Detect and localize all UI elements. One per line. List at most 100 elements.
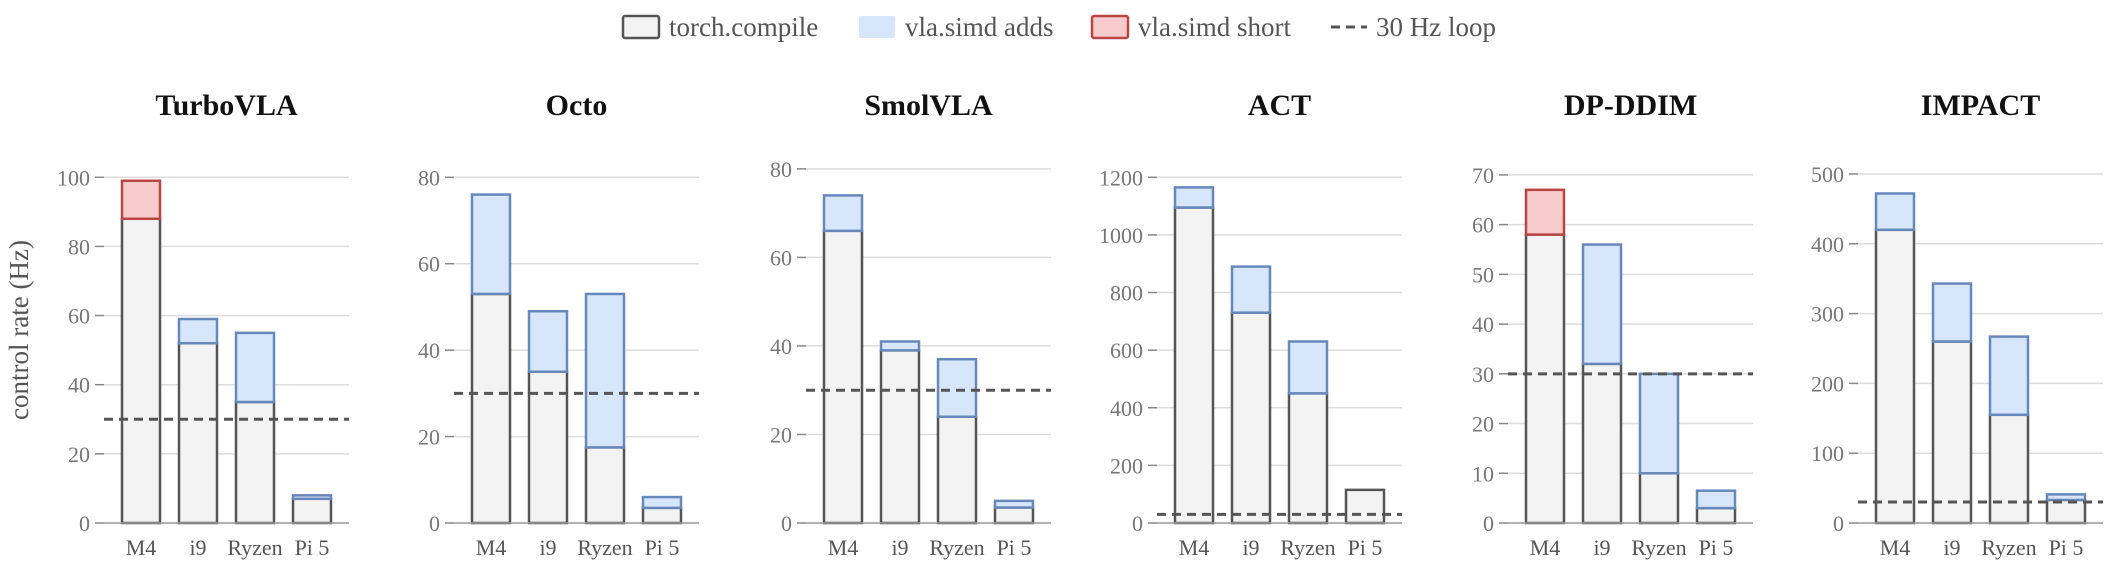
- y-tick-label: 20: [770, 422, 792, 447]
- y-tick-label: 0: [1833, 511, 1844, 536]
- y-tick-label: 40: [418, 338, 440, 363]
- y-tick-label: 0: [79, 511, 90, 536]
- bar-torch-compile: [1931, 340, 1973, 525]
- bar-vla-simd-short: [1524, 188, 1566, 236]
- legend-swatch-adds: [859, 16, 895, 38]
- bar-torch-compile: [291, 497, 333, 525]
- y-tick-label: 0: [1132, 511, 1143, 536]
- y-tick-label: 40: [1472, 312, 1494, 337]
- y-tick-label: 800: [1110, 281, 1143, 306]
- legend-label-loop: 30 Hz loop: [1376, 12, 1496, 42]
- y-tick-label: 80: [770, 157, 792, 182]
- y-tick-label: 600: [1110, 338, 1143, 363]
- bar-vla-simd-adds: [291, 494, 333, 501]
- bar-vla-simd-adds: [1230, 265, 1272, 314]
- x-tick-label: M4: [476, 535, 507, 560]
- bar-vla-simd-short: [120, 179, 162, 221]
- bar-torch-compile: [470, 292, 512, 525]
- x-tick-label: i9: [891, 535, 908, 560]
- panel-title: Octo: [546, 89, 608, 122]
- x-tick-label: Pi 5: [295, 535, 330, 560]
- panel-title: TurboVLA: [155, 89, 298, 122]
- x-tick-label: i9: [1943, 535, 1960, 560]
- legend-swatch-short: [1090, 14, 1130, 40]
- x-tick-label: i9: [1593, 535, 1610, 560]
- x-tick-label: Pi 5: [997, 535, 1032, 560]
- y-tick-label: 200: [1110, 453, 1143, 478]
- x-tick-label: Ryzen: [227, 535, 282, 560]
- x-tick-label: Ryzen: [577, 535, 632, 560]
- x-tick-label: M4: [828, 535, 859, 560]
- x-tick-label: M4: [126, 535, 157, 560]
- y-tick-label: 60: [770, 245, 792, 270]
- y-tick-label: 500: [1811, 162, 1844, 187]
- panel-smolvla: SmolVLA 0 20 40 60 80 M4 i9 Ryzen Pi 5: [770, 89, 1051, 560]
- bar-vla-simd-adds: [527, 310, 569, 373]
- bar-torch-compile: [1581, 362, 1623, 525]
- legend-swatch-base: [621, 14, 661, 40]
- panel-act: ACT 0 200 400 600 800 1000 1200 M4 i9 Ryzen Pi 5: [1099, 89, 1402, 560]
- x-tick-label: i9: [539, 535, 556, 560]
- bar-torch-compile: [2045, 498, 2087, 525]
- y-tick-label: 30: [1472, 362, 1494, 387]
- bar-torch-compile: [1230, 311, 1272, 525]
- chart-panels: TurboVLA 0 20 40 60 80 100 M4 i9 Ryzen Pi 5 Octo 0 20…: [57, 89, 2103, 560]
- panel-title: SmolVLA: [864, 89, 993, 122]
- y-tick-label: 40: [68, 373, 90, 398]
- bar-torch-compile: [1695, 506, 1737, 525]
- y-tick-label: 200: [1811, 371, 1844, 396]
- bar-vla-simd-adds: [177, 317, 219, 345]
- y-tick-label: 1200: [1099, 165, 1143, 190]
- x-tick-label: Ryzen: [1631, 535, 1686, 560]
- bar-torch-compile: [822, 229, 864, 525]
- bar-torch-compile: [1524, 233, 1566, 525]
- y-tick-label: 20: [68, 442, 90, 467]
- bar-vla-simd-adds: [1581, 243, 1623, 366]
- y-tick-label: 70: [1472, 163, 1494, 188]
- y-tick-label: 100: [1811, 441, 1844, 466]
- bar-torch-compile: [641, 506, 683, 525]
- bar-torch-compile: [1287, 392, 1329, 525]
- bar-torch-compile: [234, 400, 276, 525]
- bar-vla-simd-adds: [1695, 489, 1737, 510]
- y-tick-label: 1000: [1099, 223, 1143, 248]
- bar-vla-simd-adds: [993, 499, 1035, 509]
- bar-torch-compile: [1638, 472, 1680, 525]
- bar-torch-compile: [879, 349, 921, 525]
- bar-vla-simd-adds: [822, 194, 864, 233]
- bar-vla-simd-adds: [584, 292, 626, 449]
- y-tick-label: 0: [1483, 511, 1494, 536]
- bar-torch-compile: [936, 415, 978, 525]
- bar-vla-simd-adds: [1988, 335, 2030, 417]
- y-tick-label: 20: [418, 425, 440, 450]
- x-tick-label: M4: [1530, 535, 1561, 560]
- bar-torch-compile: [120, 217, 162, 525]
- bar-vla-simd-adds: [641, 495, 683, 510]
- panel-title: DP-DDIM: [1564, 89, 1697, 122]
- panel-impact: IMPACT 0 100 200 300 400 500 M4 i9 Ryzen Pi 5: [1811, 89, 2103, 560]
- y-tick-label: 40: [770, 334, 792, 359]
- bar-vla-simd-adds: [1638, 372, 1680, 475]
- bar-vla-simd-adds: [2045, 493, 2087, 502]
- y-tick-label: 400: [1811, 232, 1844, 257]
- y-tick-label: 300: [1811, 302, 1844, 327]
- x-tick-label: Pi 5: [2049, 535, 2084, 560]
- x-tick-label: Pi 5: [645, 535, 680, 560]
- bar-torch-compile: [177, 341, 219, 525]
- x-tick-label: i9: [1242, 535, 1259, 560]
- bar-vla-simd-adds: [470, 193, 512, 296]
- bar-vla-simd-adds: [879, 340, 921, 352]
- x-tick-label: Pi 5: [1348, 535, 1383, 560]
- y-tick-label: 20: [1472, 412, 1494, 437]
- x-tick-label: i9: [189, 535, 206, 560]
- legend-label-base: torch.compile: [669, 12, 818, 42]
- y-tick-label: 100: [57, 165, 90, 190]
- bar-torch-compile: [993, 506, 1035, 525]
- panel-dp-ddim: DP-DDIM 0 10 20 30 40 50 60 70 M4 i9 Ryzen Pi 5: [1472, 89, 1753, 560]
- y-tick-label: 80: [418, 165, 440, 190]
- panel-title: IMPACT: [1921, 89, 2040, 122]
- y-tick-label: 50: [1472, 262, 1494, 287]
- x-tick-label: Pi 5: [1699, 535, 1734, 560]
- panel-octo: Octo 0 20 40 60 80 M4 i9 Ryzen Pi 5: [418, 89, 699, 560]
